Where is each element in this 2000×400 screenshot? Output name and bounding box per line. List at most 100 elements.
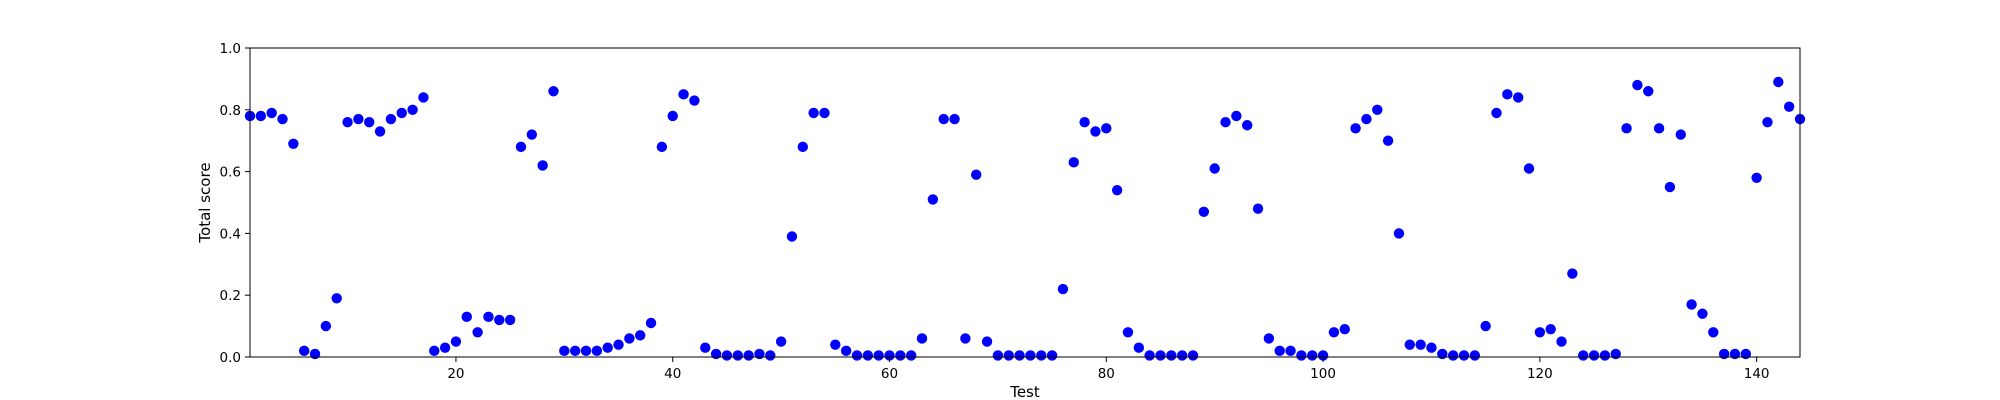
data-point: [1079, 116, 1090, 128]
data-point: [1198, 206, 1210, 217]
data-point: [407, 104, 418, 116]
data-point: [1003, 350, 1014, 361]
data-point: [353, 113, 364, 125]
data-point: [1578, 350, 1589, 361]
data-point: [450, 336, 462, 347]
data-point: [1187, 350, 1199, 361]
data-point: [385, 113, 397, 125]
y-tick-label: 0.4: [220, 226, 241, 242]
data-point: [1458, 350, 1470, 361]
data-point: [710, 348, 722, 360]
data-point: [1220, 116, 1231, 128]
data-point: [277, 113, 288, 125]
data-point: [700, 342, 711, 353]
data-point: [1523, 163, 1535, 174]
data-point: [331, 293, 342, 304]
data-point: [504, 314, 516, 326]
data-point: [1328, 327, 1340, 338]
data-point: [1653, 123, 1665, 134]
data-point: [1350, 123, 1361, 134]
data-point: [1415, 339, 1426, 350]
data-point: [602, 342, 613, 353]
data-point: [288, 138, 299, 149]
data-point: [884, 350, 895, 361]
data-point: [396, 107, 407, 119]
data-point: [1480, 320, 1491, 332]
data-point: [1740, 348, 1752, 360]
data-point: [1209, 163, 1220, 174]
data-point: [255, 110, 267, 122]
data-point: [1025, 350, 1036, 361]
data-point: [1274, 345, 1285, 357]
data-point: [1133, 342, 1145, 353]
data-point: [1036, 350, 1047, 361]
data-point: [743, 350, 754, 361]
data-point: [1111, 184, 1123, 196]
data-point: [873, 350, 884, 361]
data-point: [1426, 342, 1437, 353]
data-point: [1447, 350, 1459, 361]
data-point: [1762, 116, 1773, 128]
data-point: [1046, 350, 1058, 361]
x-tick-label: 40: [664, 366, 681, 382]
plot-area-frame: [249, 47, 1801, 358]
data-point: [971, 169, 982, 180]
data-point: [298, 345, 310, 357]
data-point: [1502, 89, 1513, 100]
data-point: [1057, 283, 1069, 295]
data-point: [949, 113, 960, 125]
data-point: [862, 350, 874, 361]
data-point: [851, 350, 863, 361]
data-point: [895, 350, 906, 361]
data-point: [1014, 350, 1025, 361]
data-point: [461, 311, 472, 323]
data-point: [320, 320, 332, 332]
data-point: [1263, 333, 1275, 344]
y-tick-label: 0.2: [220, 288, 241, 304]
x-axis-label: Test: [1009, 383, 1040, 400]
data-point: [1252, 203, 1264, 214]
data-point: [1729, 348, 1741, 360]
y-tick-label: 0.8: [220, 103, 241, 119]
data-point: [1242, 120, 1253, 131]
data-point: [1404, 339, 1415, 350]
data-point: [830, 339, 841, 350]
data-point: [905, 350, 917, 361]
x-tick-label: 60: [881, 366, 898, 382]
data-point: [786, 231, 798, 242]
data-point: [559, 345, 570, 357]
x-tick-label: 20: [447, 366, 464, 382]
data-point: [613, 339, 624, 350]
data-point: [721, 350, 733, 361]
data-point: [1675, 129, 1686, 140]
data-point: [1491, 107, 1502, 119]
data-point: [927, 194, 939, 205]
data-point: [1176, 350, 1188, 361]
data-point: [569, 345, 581, 357]
data-point: [1632, 79, 1643, 91]
x-axis: 20 40 60 80 100 120 140: [447, 357, 1770, 382]
data-point: [309, 348, 321, 360]
y-axis-label: Total score: [196, 162, 214, 243]
data-point: [775, 336, 787, 347]
data-point: [840, 345, 852, 357]
data-point: [526, 129, 538, 140]
data-point: [364, 116, 375, 128]
y-tick-label: 1.0: [220, 41, 241, 57]
data-point: [678, 89, 689, 100]
data-point: [537, 160, 548, 171]
data-point: [1773, 76, 1784, 88]
data-point: [580, 345, 592, 357]
data-point: [1437, 348, 1448, 360]
data-point: [1144, 350, 1155, 361]
data-point: [635, 330, 646, 341]
data-point: [1090, 126, 1101, 137]
data-point: [1664, 181, 1676, 193]
x-tick-label: 120: [1527, 366, 1553, 382]
data-point: [1783, 101, 1795, 112]
data-point: [1610, 348, 1621, 360]
data-point: [916, 333, 928, 344]
data-point: [472, 327, 483, 338]
data-point: [439, 342, 451, 353]
